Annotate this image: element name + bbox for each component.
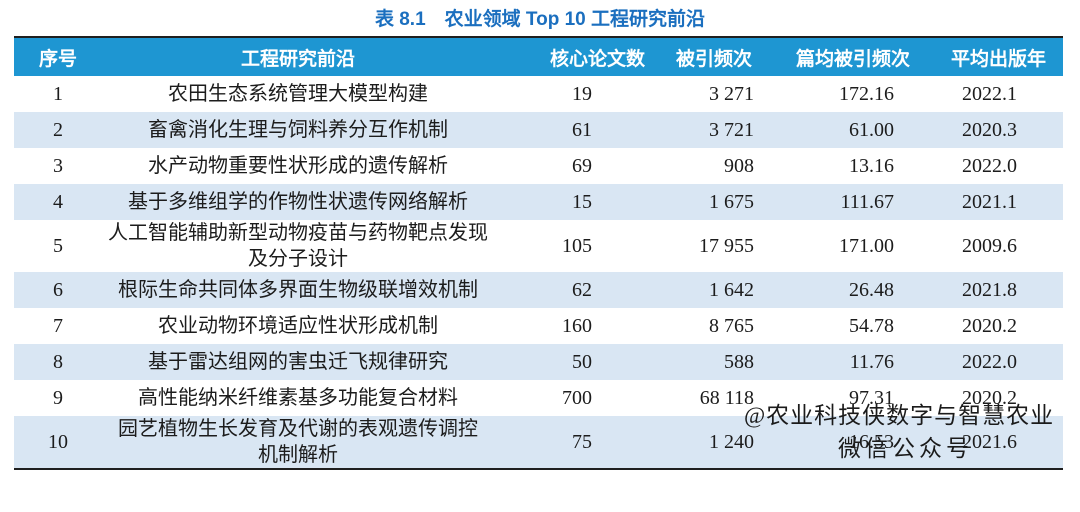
header-citations-per-paper: 篇均被引频次 bbox=[770, 37, 910, 76]
rank-cell: 10 bbox=[48, 431, 68, 453]
research-front-cell: 畜禽消化生理与饲料养分互作机制 bbox=[148, 119, 448, 141]
research-front-cell: 根际生命共同体多界面生物级联增效机制 bbox=[118, 279, 478, 301]
research-front-cell: 人工智能辅助新型动物疫苗与药物靶点发现 及分子设计 bbox=[108, 222, 488, 270]
rank-cell: 8 bbox=[53, 351, 63, 373]
citations-cell: 68 118 bbox=[699, 387, 754, 409]
citations-cell: 1 675 bbox=[709, 191, 754, 213]
avg-pub-year-cell: 2022.0 bbox=[962, 351, 1017, 373]
avg-pub-year-cell: 2022.1 bbox=[962, 83, 1017, 105]
header-core-papers: 核心论文数 bbox=[494, 37, 645, 76]
table-row: 3 水产动物重要性状形成的遗传解析 69 908 13.16 2022.0 bbox=[14, 148, 1063, 184]
rank-cell: 7 bbox=[53, 315, 63, 337]
citations-per-paper-cell: 11.76 bbox=[849, 351, 894, 373]
citations-per-paper-cell: 171.00 bbox=[839, 235, 894, 257]
avg-pub-year-cell: 2020.3 bbox=[962, 119, 1017, 141]
core-papers-cell: 15 bbox=[572, 191, 592, 213]
citations-per-paper-cell: 54.78 bbox=[849, 315, 894, 337]
core-papers-cell: 61 bbox=[572, 119, 592, 141]
citations-per-paper-cell: 16.53 bbox=[849, 431, 894, 453]
header-citations: 被引频次 bbox=[608, 37, 770, 76]
core-papers-cell: 62 bbox=[572, 279, 592, 301]
rank-cell: 2 bbox=[53, 119, 63, 141]
table-header: 序号 工程研究前沿 核心论文数 被引频次 篇均被引频次 平均出版年 bbox=[14, 37, 1063, 76]
research-front-cell: 高性能纳米纤维素基多功能复合材料 bbox=[138, 387, 458, 409]
avg-pub-year-cell: 2020.2 bbox=[962, 315, 1017, 337]
citations-cell: 1 240 bbox=[709, 431, 754, 453]
research-front-cell: 农业动物环境适应性状形成机制 bbox=[158, 315, 438, 337]
avg-pub-year-cell: 2009.6 bbox=[962, 235, 1017, 257]
core-papers-cell: 69 bbox=[572, 155, 592, 177]
avg-pub-year-cell: 2021.8 bbox=[962, 279, 1017, 301]
core-papers-cell: 75 bbox=[572, 431, 592, 453]
table-row: 1 农田生态系统管理大模型构建 19 3 271 172.16 2022.1 bbox=[14, 76, 1063, 112]
table-row: 6 根际生命共同体多界面生物级联增效机制 62 1 642 26.48 2021… bbox=[14, 272, 1063, 308]
citations-per-paper-cell: 13.16 bbox=[849, 155, 894, 177]
table-row: 10 园艺植物生长发育及代谢的表观遗传调控 机制解析 75 1 240 16.5… bbox=[14, 416, 1063, 469]
core-papers-cell: 50 bbox=[572, 351, 592, 373]
rank-cell: 1 bbox=[53, 83, 63, 105]
avg-pub-year-cell: 2021.1 bbox=[962, 191, 1017, 213]
citations-cell: 8 765 bbox=[709, 315, 754, 337]
citations-per-paper-cell: 26.48 bbox=[849, 279, 894, 301]
core-papers-cell: 700 bbox=[562, 387, 592, 409]
rank-cell: 4 bbox=[53, 191, 63, 213]
research-front-cell: 基于多维组学的作物性状遗传网络解析 bbox=[128, 191, 468, 213]
citations-per-paper-cell: 172.16 bbox=[839, 83, 894, 105]
header-rank: 序号 bbox=[14, 37, 102, 76]
avg-pub-year-cell: 2022.0 bbox=[962, 155, 1017, 177]
header-avg-pub-year: 平均出版年 bbox=[910, 37, 1063, 76]
rank-cell: 9 bbox=[53, 387, 63, 409]
rank-cell: 5 bbox=[53, 235, 63, 257]
table-row: 4 基于多维组学的作物性状遗传网络解析 15 1 675 111.67 2021… bbox=[14, 184, 1063, 220]
citations-per-paper-cell: 97.31 bbox=[849, 387, 894, 409]
core-papers-cell: 160 bbox=[562, 315, 592, 337]
avg-pub-year-cell: 2020.2 bbox=[962, 387, 1017, 409]
citations-cell: 908 bbox=[724, 155, 754, 177]
citations-per-paper-cell: 61.00 bbox=[849, 119, 894, 141]
table-row: 2 畜禽消化生理与饲料养分互作机制 61 3 721 61.00 2020.3 bbox=[14, 112, 1063, 148]
citations-cell: 3 271 bbox=[709, 83, 754, 105]
citations-cell: 1 642 bbox=[709, 279, 754, 301]
watermark-wechat-label: 微信公众号 bbox=[838, 436, 973, 461]
citations-cell: 588 bbox=[724, 351, 754, 373]
header-row: 序号 工程研究前沿 核心论文数 被引频次 篇均被引频次 平均出版年 bbox=[14, 37, 1063, 76]
avg-pub-year-cell: 2021.6 bbox=[962, 431, 1017, 453]
rank-cell: 6 bbox=[53, 279, 63, 301]
header-research-front: 工程研究前沿 bbox=[102, 37, 494, 76]
citations-cell: 3 721 bbox=[709, 119, 754, 141]
rank-cell: 3 bbox=[53, 155, 63, 177]
core-papers-cell: 19 bbox=[572, 83, 592, 105]
citations-cell: 17 955 bbox=[699, 235, 754, 257]
table-body: 1 农田生态系统管理大模型构建 19 3 271 172.16 2022.1 2… bbox=[14, 76, 1063, 469]
table-row: 9 高性能纳米纤维素基多功能复合材料 700 68 118 97.31 2020… bbox=[14, 380, 1063, 416]
citations-per-paper-cell: 111.67 bbox=[840, 191, 894, 213]
core-papers-cell: 105 bbox=[562, 235, 592, 257]
research-front-cell: 园艺植物生长发育及代谢的表观遗传调控 机制解析 bbox=[118, 418, 478, 466]
table-title: 表 8.1 农业领域 Top 10 工程研究前沿 bbox=[374, 9, 706, 30]
watermark-account-name: @农业科技侠数字与智慧农业 bbox=[744, 403, 1055, 428]
research-front-cell: 基于雷达组网的害虫迁飞规律研究 bbox=[148, 351, 448, 373]
research-front-cell: 水产动物重要性状形成的遗传解析 bbox=[148, 155, 448, 177]
table-row: 7 农业动物环境适应性状形成机制 160 8 765 54.78 2020.2 bbox=[14, 308, 1063, 344]
table-row: 8 基于雷达组网的害虫迁飞规律研究 50 588 11.76 2022.0 bbox=[14, 344, 1063, 380]
research-front-cell: 农田生态系统管理大模型构建 bbox=[168, 83, 428, 105]
research-fronts-table: 序号 工程研究前沿 核心论文数 被引频次 篇均被引频次 平均出版年 1 农田生态… bbox=[14, 36, 1063, 470]
table-row: 5 人工智能辅助新型动物疫苗与药物靶点发现 及分子设计 105 17 955 1… bbox=[14, 220, 1063, 272]
